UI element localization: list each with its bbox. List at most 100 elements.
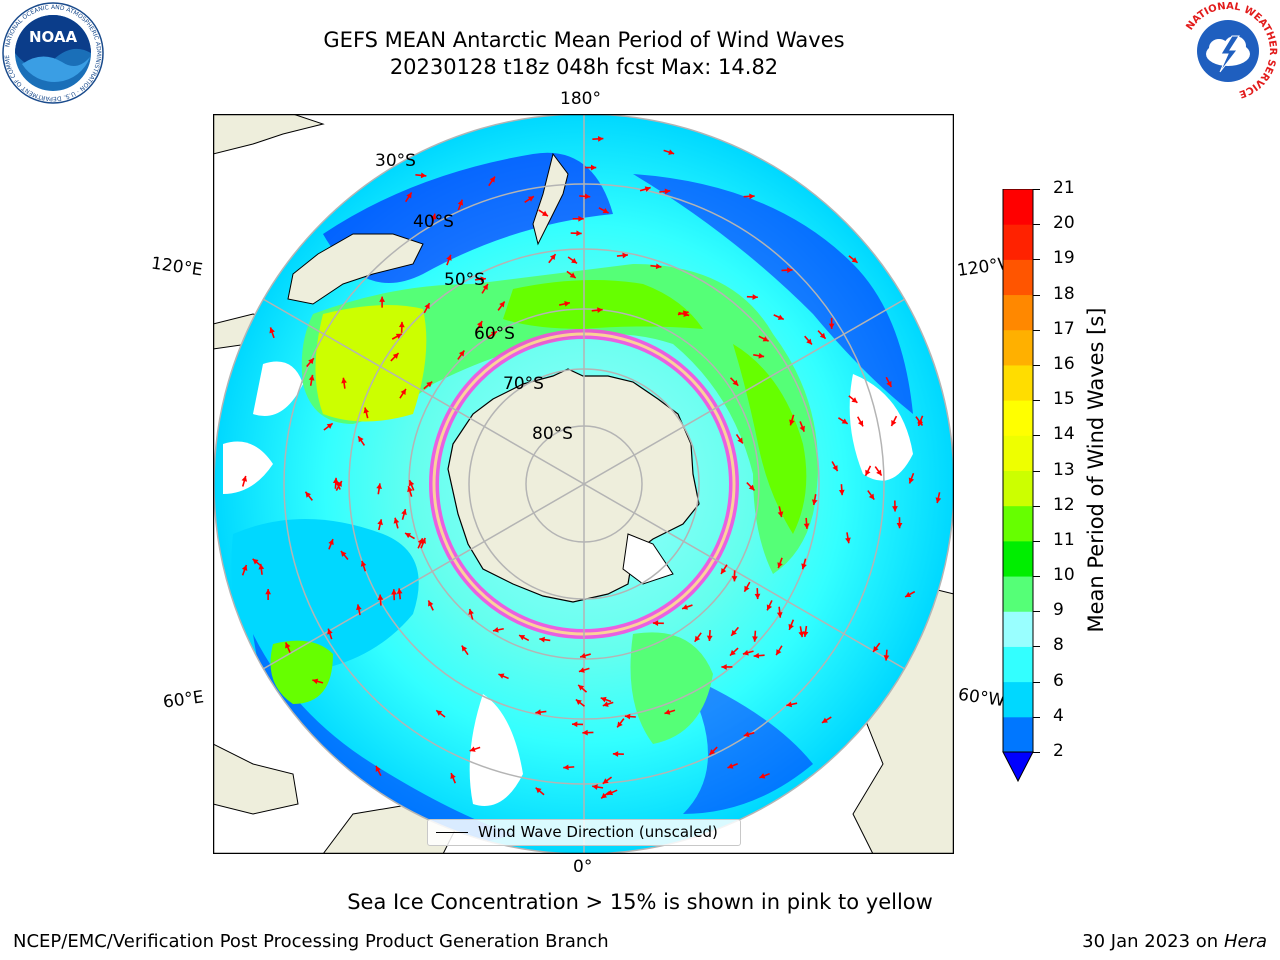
- direction-arrow-head: [420, 537, 426, 544]
- direction-arrow-head: [457, 199, 464, 206]
- direction-arrow-head: [572, 721, 578, 728]
- direction-arrow-head: [482, 283, 488, 290]
- legend-label: Wind Wave Direction (unscaled): [478, 823, 718, 841]
- colorbar-segment: [1003, 224, 1033, 260]
- direction-arrow-head: [469, 746, 476, 752]
- direction-arrow-head: [377, 594, 384, 601]
- direction-arrow-head: [480, 276, 486, 283]
- direction-arrow-head: [787, 267, 793, 274]
- direction-arrow-head: [396, 588, 403, 594]
- direction-arrow-head: [758, 352, 765, 359]
- colorbar-tick-label: 6: [1053, 670, 1064, 691]
- direction-arrow-head: [776, 612, 783, 618]
- direction-arrow-head: [406, 192, 412, 199]
- graticule: [213, 113, 955, 855]
- direction-arrow-head: [749, 193, 755, 200]
- direction-arrow-head: [857, 420, 864, 427]
- colorbar-tick-label: 21: [1053, 178, 1075, 198]
- direction-arrow-head: [777, 511, 784, 518]
- direction-arrow-head: [363, 407, 370, 414]
- direction-arrow-head: [392, 353, 399, 359]
- direction-arrow-head: [721, 567, 727, 574]
- colorbar-tick-label: 9: [1053, 600, 1064, 621]
- direction-arrow-head: [607, 789, 614, 796]
- colorbar-segment: [1003, 540, 1033, 577]
- direction-arrow-head: [706, 635, 713, 642]
- colorbar-tick-label: 16: [1053, 353, 1075, 374]
- direction-arrow-head: [602, 701, 609, 707]
- direction-arrow-head: [811, 499, 818, 506]
- direction-arrow-head: [405, 533, 412, 539]
- direction-arrow-head: [624, 713, 631, 720]
- direction-arrow-head: [489, 176, 495, 183]
- direction-arrow-head: [575, 699, 582, 705]
- direction-arrow-head: [400, 388, 406, 395]
- direction-arrow-head: [241, 564, 248, 571]
- direction-arrow-head: [490, 331, 497, 337]
- colorbar: [1002, 188, 1042, 793]
- direction-arrow-head: [578, 684, 585, 691]
- direction-arrow-head: [541, 210, 548, 217]
- lat-label-60s: 60°S: [474, 324, 515, 344]
- direction-arrow-head: [393, 517, 400, 524]
- direction-arrow-head: [731, 576, 738, 582]
- direction-arrow-head: [917, 419, 923, 426]
- direction-arrow-head: [891, 419, 897, 426]
- colorbar-segment: [1003, 576, 1033, 612]
- direction-arrow-head: [754, 593, 761, 600]
- colorbar-tick-mark: [1033, 752, 1040, 753]
- direction-arrow-head: [391, 589, 397, 595]
- direction-arrow-head: [832, 465, 838, 472]
- direction-arrow-head: [424, 303, 430, 310]
- direction-arrow-head: [601, 792, 608, 799]
- colorbar-tick-mark: [1033, 400, 1040, 402]
- direction-arrow-head: [265, 588, 272, 595]
- polar-map-svg: [212, 113, 955, 855]
- lon-label-0: 0°: [573, 857, 593, 877]
- direction-arrow-head: [851, 257, 858, 263]
- direction-arrow-head: [582, 729, 588, 736]
- direction-arrow-head: [664, 188, 671, 195]
- direction-arrow-head: [762, 336, 769, 342]
- lat-label-50s: 50°S: [444, 270, 485, 290]
- direction-arrow-head: [584, 193, 591, 200]
- direction-arrow-head: [468, 608, 474, 615]
- direction-arrow-head: [395, 333, 402, 339]
- direction-arrow-head: [450, 773, 456, 780]
- direction-arrow-head: [841, 418, 848, 424]
- colorbar-tick-mark: [1033, 435, 1040, 437]
- colorbar-segment: [1003, 505, 1033, 542]
- direction-arrow-head: [580, 652, 586, 659]
- direction-arrow-head: [564, 301, 570, 307]
- direction-arrow-head: [578, 215, 584, 222]
- direction-arrow-head: [340, 551, 347, 557]
- direction-arrow-head: [694, 635, 701, 642]
- direction-arrow-head: [519, 635, 526, 641]
- colorbar-tick-label: 12: [1053, 494, 1075, 515]
- colorbar-tick-mark: [1033, 259, 1040, 261]
- direction-arrow-head: [721, 664, 727, 670]
- footer-machine: Hera: [1223, 931, 1267, 952]
- direction-arrow-head: [873, 645, 879, 652]
- direction-arrow-head: [430, 213, 437, 220]
- direction-arrow-head: [617, 721, 623, 728]
- direction-arrow-head: [892, 506, 898, 512]
- lon-label-60e: 60°E: [161, 687, 206, 713]
- colorbar-tick-label: 8: [1053, 635, 1064, 656]
- direction-arrow-head: [420, 172, 427, 179]
- direction-arrow-head: [356, 604, 362, 611]
- direction-arrow-head: [408, 480, 415, 487]
- direction-arrow-head: [821, 717, 828, 723]
- colorbar-segment: [1003, 716, 1033, 753]
- direction-arrow-head: [727, 763, 734, 769]
- direction-arrow-head: [622, 252, 628, 259]
- colorbar-segment: [1003, 470, 1033, 507]
- direction-arrow-head: [358, 436, 364, 443]
- polar-map: [212, 113, 955, 855]
- direction-arrow-head: [328, 539, 334, 546]
- direction-arrow-head: [578, 667, 585, 673]
- colorbar-svg: [1002, 188, 1034, 783]
- colorbar-tick-mark: [1033, 681, 1040, 683]
- direction-arrow-head: [731, 629, 737, 636]
- land-australia-south: [287, 233, 424, 305]
